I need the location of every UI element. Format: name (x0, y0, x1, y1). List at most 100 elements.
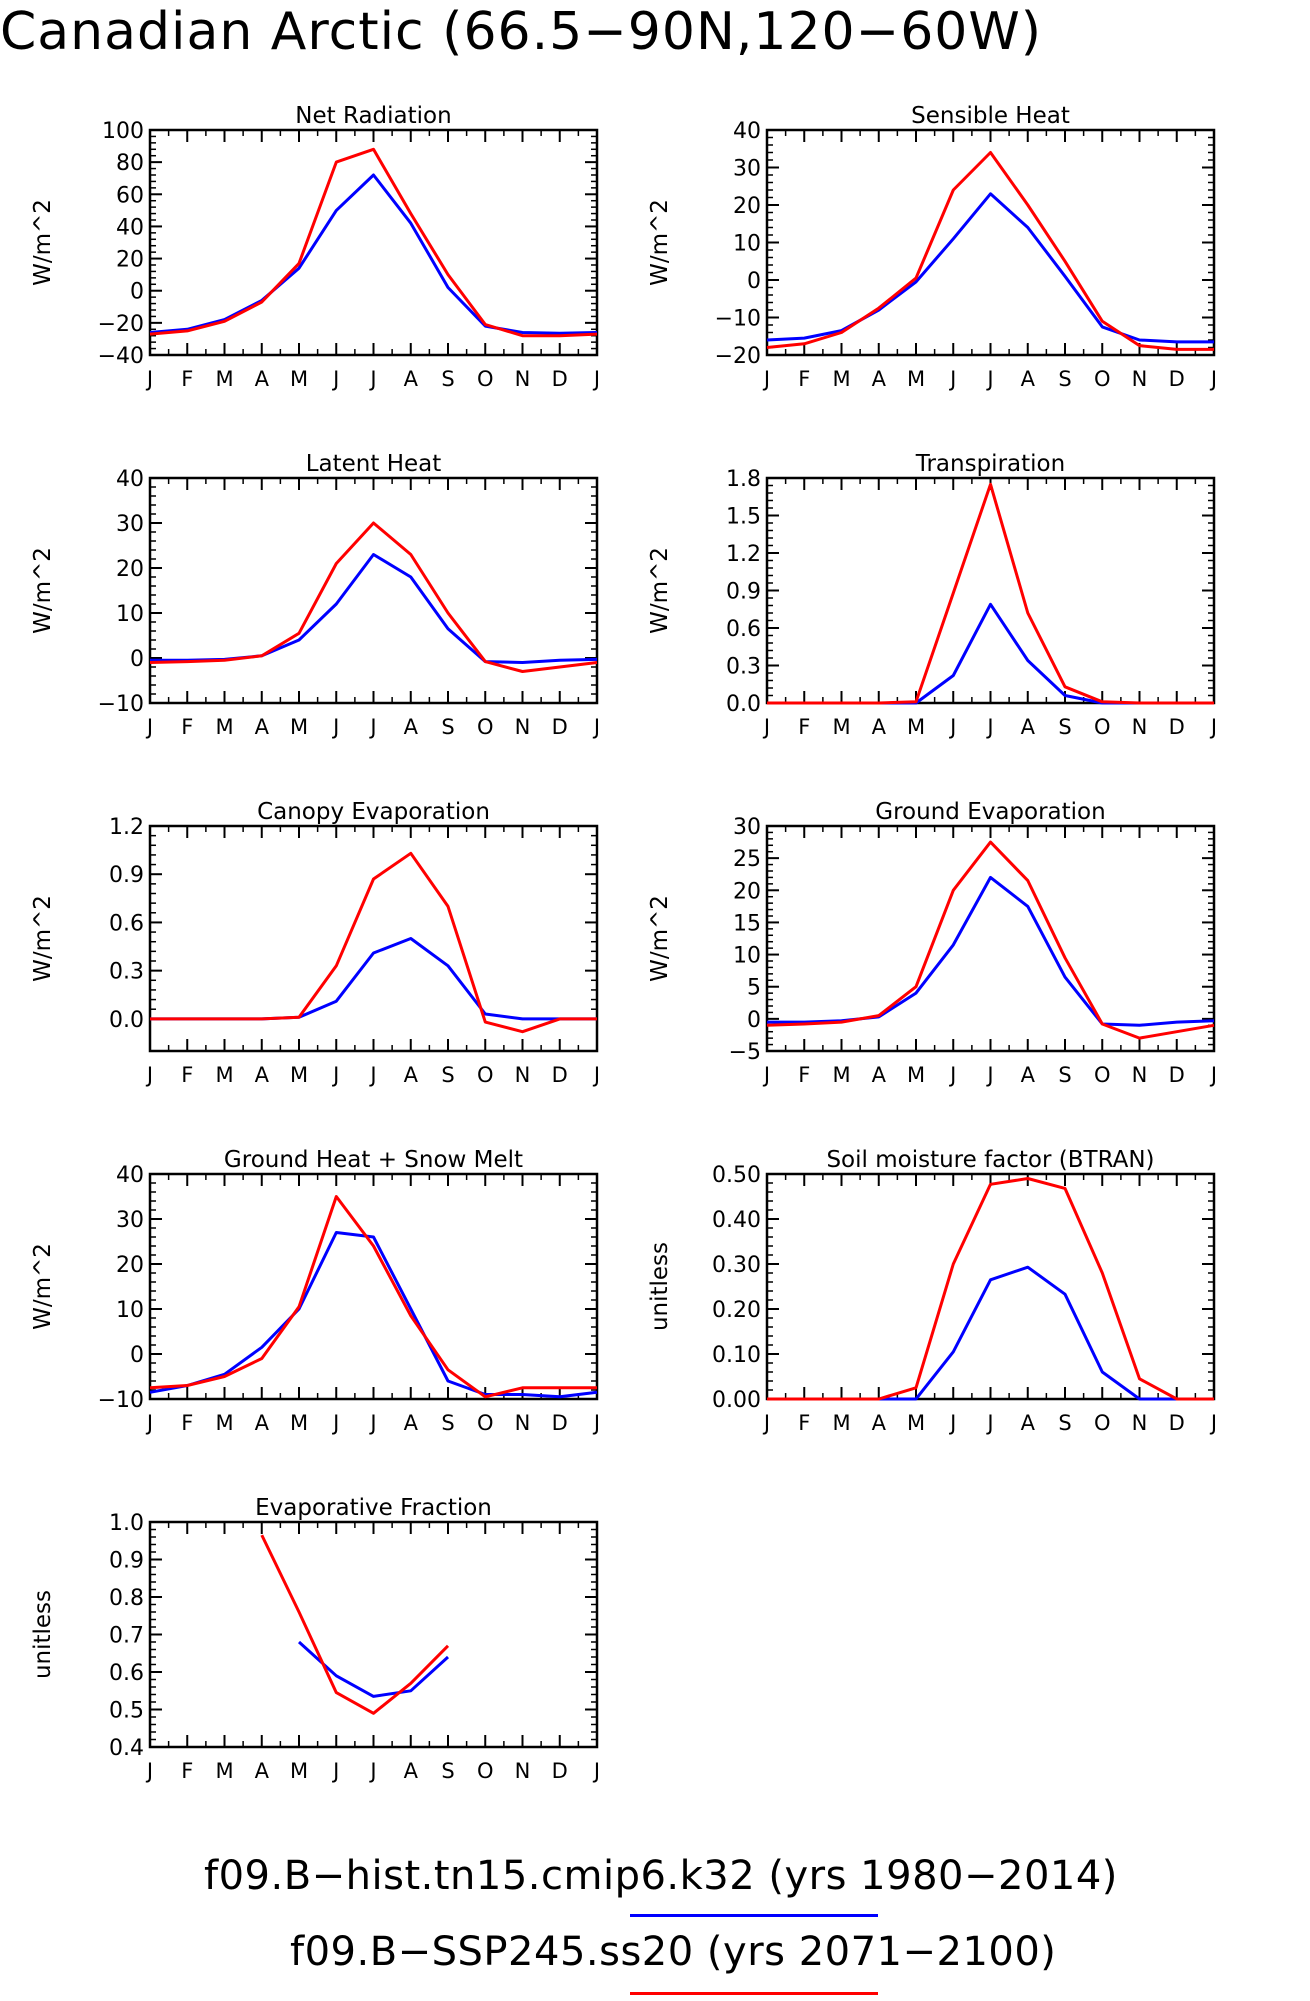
x-tick-label: J (762, 1411, 770, 1435)
x-tick-label: D (1169, 367, 1185, 391)
series-line-1 (149, 173, 598, 335)
x-tick-label: N (515, 1759, 531, 1783)
x-tick-label: N (1132, 367, 1148, 391)
y-axis-label: W/m^2 (30, 547, 56, 634)
y-tick-label: −20 (98, 312, 144, 337)
x-tick-label: J (1209, 1411, 1217, 1435)
y-tick-label: 1.5 (726, 505, 761, 530)
y-tick-label: −10 (98, 1388, 144, 1413)
x-tick-label: J (368, 1063, 376, 1087)
x-tick-label: J (368, 367, 376, 391)
y-tick-label: −10 (715, 307, 761, 332)
y-tick-label: 0 (130, 280, 144, 305)
x-tick-label: J (948, 1411, 956, 1435)
y-tick-label: 0 (130, 647, 144, 672)
x-tick-label: J (592, 1411, 600, 1435)
x-tick-label: J (985, 1063, 993, 1087)
x-tick-label: J (592, 1063, 600, 1087)
x-tick-label: O (477, 1063, 494, 1087)
x-tick-label: J (948, 715, 956, 739)
y-axis-label: unitless (647, 1242, 673, 1331)
y-tick-label: 1.2 (726, 542, 761, 567)
y-tick-label: 40 (116, 467, 144, 492)
y-tick-label: 10 (116, 1298, 144, 1323)
x-tick-label: J (145, 367, 153, 391)
y-tick-label: 40 (116, 1163, 144, 1188)
y-tick-label: 0.10 (712, 1343, 761, 1368)
x-tick-label: M (907, 1411, 925, 1435)
panel-title: Evaporative Fraction (255, 1495, 492, 1521)
x-tick-label: A (872, 1063, 887, 1087)
x-tick-label: S (441, 1759, 454, 1783)
x-tick-label: O (1094, 1063, 1111, 1087)
x-tick-label: J (331, 1063, 339, 1087)
plot-frame (765, 476, 1216, 705)
x-tick-label: A (1021, 1411, 1036, 1435)
y-tick-label: 0.0 (109, 1008, 144, 1033)
y-tick-label: 15 (733, 911, 761, 936)
y-tick-label: 10 (733, 944, 761, 969)
x-tick-label: A (404, 1063, 419, 1087)
x-tick-label: S (441, 1411, 454, 1435)
x-tick-label: J (331, 715, 339, 739)
x-tick-label: O (477, 1411, 494, 1435)
x-tick-label: J (762, 715, 770, 739)
x-tick-label: J (145, 1759, 153, 1783)
x-tick-label: J (368, 715, 376, 739)
x-tick-label: D (1169, 715, 1185, 739)
x-tick-label: N (515, 1411, 531, 1435)
x-tick-label: F (798, 1063, 810, 1087)
series-line-1 (150, 937, 597, 1021)
y-tick-label: 5 (747, 976, 761, 1001)
x-tick-label: S (441, 715, 454, 739)
x-tick-label: M (832, 367, 850, 391)
series-line-1 (767, 875, 1215, 1027)
y-tick-label: 0.9 (109, 1549, 144, 1574)
series-line-1 (150, 553, 598, 664)
x-tick-label: F (181, 1411, 193, 1435)
x-tick-label: A (872, 715, 887, 739)
x-tick-label: O (1094, 715, 1111, 739)
x-tick-label: D (1169, 1411, 1185, 1435)
x-tick-label: F (798, 715, 810, 739)
x-tick-label: D (552, 715, 568, 739)
y-tick-label: 30 (116, 1208, 144, 1233)
y-tick-label: 100 (102, 119, 144, 144)
x-tick-label: N (1132, 1411, 1148, 1435)
y-tick-label: 0.3 (109, 960, 144, 985)
y-tick-label: 1.0 (109, 1511, 144, 1536)
panel-title: Ground Heat + Snow Melt (224, 1147, 523, 1173)
y-tick-label: 0.3 (726, 655, 761, 680)
x-tick-label: F (181, 367, 193, 391)
legend-swatch-historical (630, 1914, 878, 1917)
x-tick-label: N (1132, 715, 1148, 739)
x-tick-label: M (215, 1063, 233, 1087)
y-tick-label: 30 (733, 157, 761, 182)
legend-swatch-future (630, 1992, 878, 1995)
plot-frame (148, 1172, 599, 1401)
y-tick-label: 0 (747, 1008, 761, 1033)
x-tick-label: O (1094, 1411, 1111, 1435)
y-tick-label: 0.8 (109, 1586, 144, 1611)
y-tick-label: 30 (733, 815, 761, 840)
panel-title: Net Radiation (295, 103, 451, 129)
y-tick-label: 80 (116, 151, 144, 176)
x-tick-label: J (1209, 367, 1217, 391)
y-tick-label: 20 (116, 1253, 144, 1278)
y-tick-label: 0.20 (712, 1298, 761, 1323)
y-tick-label: 0 (747, 269, 761, 294)
x-tick-label: M (290, 1411, 308, 1435)
legend-label-future: f09.B−SSP245.ss20 (yrs 2071−2100) (290, 1929, 1057, 1975)
series-line-1 (766, 192, 1214, 344)
x-tick-label: A (404, 1411, 419, 1435)
series-line-2 (767, 482, 1214, 705)
series-line-1 (767, 602, 1214, 705)
x-tick-label: J (592, 1759, 600, 1783)
page-title: Canadian Arctic (66.5−90N,120−60W) (0, 2, 1043, 62)
series-line-2 (150, 851, 597, 1034)
panel-title: Latent Heat (306, 451, 442, 477)
x-tick-label: O (477, 715, 494, 739)
